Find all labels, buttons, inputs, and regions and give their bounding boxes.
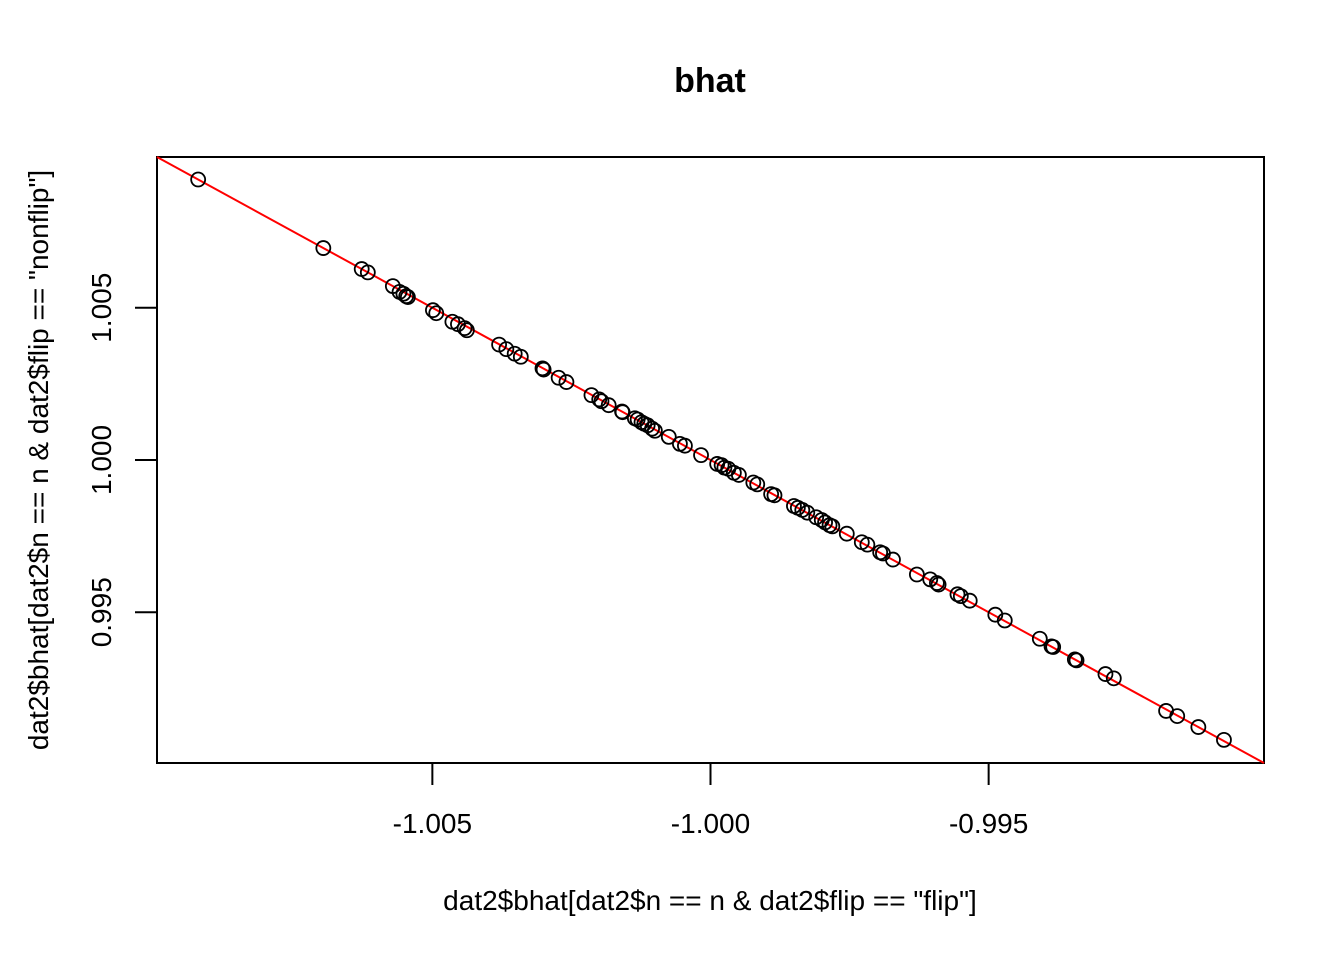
data-point xyxy=(425,302,441,319)
data-point xyxy=(190,171,207,188)
plot-area xyxy=(156,156,1265,764)
data-point xyxy=(534,360,551,377)
data-point xyxy=(677,437,693,454)
data-point xyxy=(766,487,783,504)
y-axis-label: dat2$bhat[dat2$n == n & dat2$flip == "no… xyxy=(23,170,54,750)
data-point xyxy=(646,422,663,439)
data-point xyxy=(428,305,445,322)
data-point xyxy=(885,551,901,568)
data-point xyxy=(359,264,376,281)
x-tick-label: -0.995 xyxy=(949,808,1028,839)
data-point xyxy=(456,320,473,337)
y-tick-label: 1.000 xyxy=(86,425,117,495)
data-point xyxy=(693,447,709,464)
x-axis: -1.005 -1.000 -0.995 xyxy=(393,762,1028,839)
data-point xyxy=(929,575,945,591)
data-point xyxy=(1105,670,1122,687)
data-point xyxy=(838,525,855,542)
data-point xyxy=(1190,719,1207,735)
y-tick-label: 0.995 xyxy=(86,577,117,647)
data-point xyxy=(512,348,529,365)
data-point xyxy=(600,397,617,414)
data-point xyxy=(961,592,978,609)
data-point xyxy=(730,467,747,483)
data-point xyxy=(558,374,575,390)
data-point xyxy=(1097,666,1114,682)
data-point xyxy=(930,576,947,593)
data-point xyxy=(799,504,816,521)
data-point xyxy=(614,404,631,421)
x-axis-label: dat2$bhat[dat2$n == n & dat2$flip == "fl… xyxy=(443,885,977,916)
data-point xyxy=(399,289,416,305)
data-point xyxy=(908,566,925,583)
data-point xyxy=(1031,630,1048,647)
data-point xyxy=(1068,652,1085,669)
data-point xyxy=(859,536,876,553)
data-point xyxy=(952,588,969,605)
data-point xyxy=(535,361,552,378)
data-point xyxy=(395,285,412,302)
data-point xyxy=(315,240,332,256)
data-point xyxy=(1169,708,1186,724)
data-point xyxy=(1216,731,1232,748)
data-point xyxy=(996,612,1013,629)
x-tick-label: -1.005 xyxy=(393,808,472,839)
data-point xyxy=(644,420,660,437)
data-point xyxy=(749,476,766,493)
y-axis: 0.995 1.000 1.005 xyxy=(86,273,158,647)
y-tick-label: 1.005 xyxy=(86,273,117,343)
data-point xyxy=(660,428,677,445)
x-tick-label: -1.000 xyxy=(671,808,750,839)
data-point xyxy=(824,518,841,535)
data-point xyxy=(458,322,475,339)
data-point xyxy=(498,341,515,358)
data-point xyxy=(1045,639,1062,655)
chart-title: bhat xyxy=(674,62,746,100)
data-point xyxy=(550,369,567,386)
